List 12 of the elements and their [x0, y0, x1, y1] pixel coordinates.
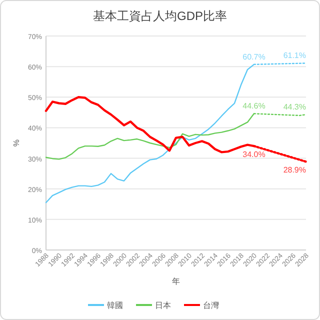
y-axis-title: % — [12, 139, 21, 147]
legend-label: 台灣 — [203, 301, 219, 310]
chart-title: 基本工資占人均GDP比率 — [92, 9, 228, 23]
data-label: 44.3% — [283, 102, 306, 112]
legend-label: 韓國 — [107, 301, 123, 310]
legend-label: 日本 — [155, 301, 171, 310]
data-label: 60.7% — [242, 52, 266, 62]
data-label: 44.6% — [242, 102, 266, 111]
data-label: 28.9% — [283, 166, 306, 175]
data-label: 61.1% — [283, 51, 306, 60]
data-label: 34.0% — [242, 150, 266, 160]
x-axis-title: 年 — [172, 277, 180, 286]
